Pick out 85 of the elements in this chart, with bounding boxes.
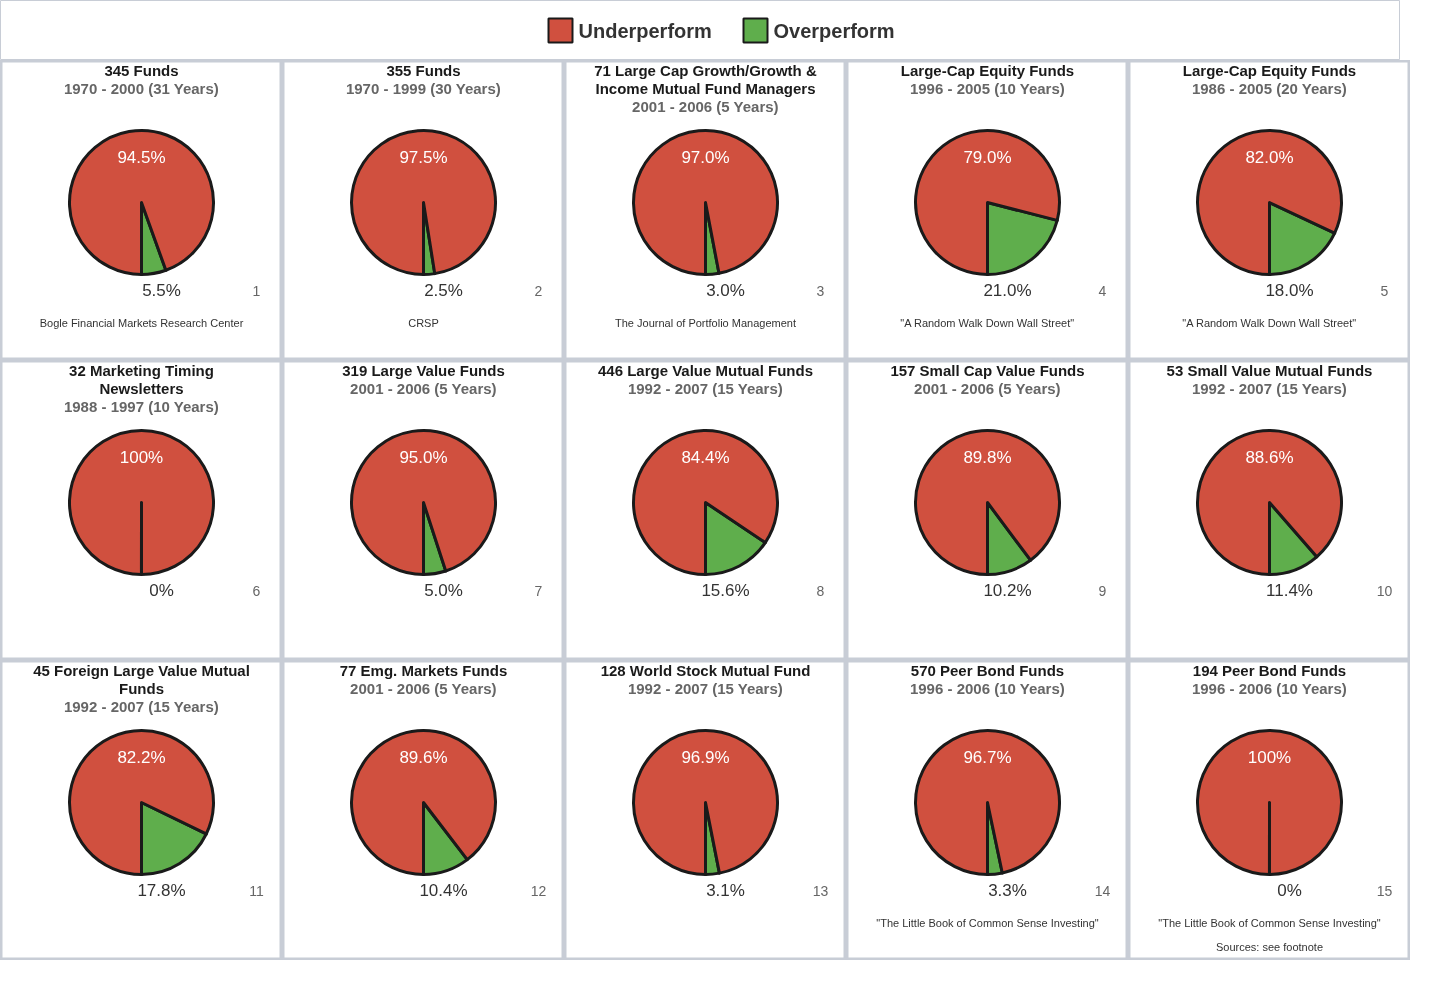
data-label: 18.0% xyxy=(1265,281,1314,300)
text: "A Random Walk Down Wall Street" xyxy=(900,316,1075,329)
chart-title: 446 Large Value Mutual Funds xyxy=(597,362,814,379)
data-label: 100% xyxy=(119,448,164,468)
data-label: 3.3% xyxy=(988,881,1027,900)
text: CRSP xyxy=(408,316,439,329)
chart-title: 128 World Stock Mutual Fund xyxy=(600,662,811,679)
text: 0% xyxy=(149,581,174,600)
chart-title: 71 Large Cap Growth/Growth & Income Mutual Fund Managers xyxy=(594,62,817,97)
chart-subtitle: 2001 - 2006 (5 Years) xyxy=(914,380,1061,397)
text: 3 xyxy=(816,282,825,299)
chart-subtitle: 1996 - 2006 (10 Years) xyxy=(1191,680,1347,697)
chart-subtitle: 1996 - 2005 (10 Years) xyxy=(909,80,1065,97)
text: 14 xyxy=(1094,882,1111,899)
text: 4 xyxy=(1098,282,1107,299)
chart-subtitle: 1992 - 2007 (15 Years) xyxy=(1191,380,1347,397)
text: 1970 - 2000 (31 Years) xyxy=(63,80,219,97)
data-label: 97.0% xyxy=(681,148,730,168)
data-label: 96.7% xyxy=(963,748,1012,768)
data-label: 96.9% xyxy=(681,748,730,768)
text: 13 xyxy=(812,882,829,899)
data-label: 89.6% xyxy=(399,748,448,768)
text: 0% xyxy=(1277,881,1302,900)
chart-subtitle: 2001 - 2006 (5 Years) xyxy=(350,680,497,697)
data-label: 5.5% xyxy=(142,281,181,300)
source-note: Sources: see footnote xyxy=(1215,940,1324,953)
data-label: 3.0% xyxy=(706,281,745,300)
text: "A Random Walk Down Wall Street" xyxy=(1182,316,1357,329)
chart-subtitle: 2001 - 2006 (5 Years) xyxy=(632,98,779,115)
text: 2 xyxy=(534,282,543,299)
chart-subtitle: 1992 - 2007 (15 Years) xyxy=(627,380,783,397)
chart-subtitle: 1988 - 1997 (10 Years) xyxy=(63,398,219,415)
data-label: 17.8% xyxy=(137,881,186,900)
chart-title: 157 Small Cap Value Funds xyxy=(890,362,1085,379)
text: 5 xyxy=(1380,282,1389,299)
text: 12 xyxy=(530,882,547,899)
text: The Journal of Portfolio Management xyxy=(615,316,797,329)
text: Bogle Financial Markets Research Center xyxy=(39,316,244,329)
chart-title: 32 Marketing Timing Newsletters xyxy=(69,362,214,397)
chart-title: Large-Cap Equity Funds xyxy=(900,62,1075,79)
legend-label: Overperform xyxy=(773,19,895,42)
chart-title: 194 Peer Bond Funds xyxy=(1192,662,1347,679)
data-label: 94.5% xyxy=(117,148,166,168)
data-label: 79.0% xyxy=(963,148,1012,168)
chart-title: 319 Large Value Funds xyxy=(342,362,505,379)
chart-subtitle: 1996 - 2006 (10 Years) xyxy=(909,680,1065,697)
chart-subtitle: 1992 - 2007 (15 Years) xyxy=(63,698,219,715)
legend-label: Underperform xyxy=(578,19,712,42)
text: 11 xyxy=(249,882,264,899)
chart-title: 45 Foreign Large Value Mutual Funds xyxy=(33,662,250,697)
chart-subtitle: 1992 - 2007 (15 Years) xyxy=(627,680,783,697)
chart-subtitle: 1970 - 1999 (30 Years) xyxy=(345,80,501,97)
data-label: 100% xyxy=(1247,748,1292,768)
data-label: 21.0% xyxy=(983,281,1032,300)
data-label: 10.2% xyxy=(983,581,1032,600)
chart-title: 570 Peer Bond Funds xyxy=(910,662,1065,679)
text: 345 Funds xyxy=(104,62,179,79)
data-label: 11.4% xyxy=(1266,581,1313,600)
data-label: 3.1% xyxy=(706,881,745,900)
data-label: 82.2% xyxy=(117,748,166,768)
text: 10 xyxy=(1376,582,1393,599)
chart-subtitle: 2001 - 2006 (5 Years) xyxy=(350,380,497,397)
data-label: 5.0% xyxy=(424,581,463,600)
text: 1 xyxy=(252,282,261,299)
data-label: 89.8% xyxy=(963,448,1012,468)
chart-title: Large-Cap Equity Funds xyxy=(1182,62,1357,79)
chart-title: 53 Small Value Mutual Funds xyxy=(1166,362,1373,379)
data-label: 15.6% xyxy=(701,581,750,600)
text: 6 xyxy=(252,582,261,599)
text: "The Little Book of Common Sense Investing" xyxy=(876,916,1099,929)
data-label: 82.0% xyxy=(1245,148,1294,168)
data-label: 95.0% xyxy=(399,448,448,468)
data-label: 10.4% xyxy=(419,881,468,900)
chart-title: 355 Funds xyxy=(386,62,461,79)
text: 7 xyxy=(534,582,543,599)
data-label: 97.5% xyxy=(399,148,448,168)
data-label: 88.6% xyxy=(1245,448,1294,468)
data-label: 84.4% xyxy=(681,448,730,468)
text: 15 xyxy=(1376,882,1393,899)
chart-title: 77 Emg. Markets Funds xyxy=(339,662,508,679)
text: 8 xyxy=(816,582,825,599)
data-label: 2.5% xyxy=(424,281,463,300)
chart-subtitle: 1986 - 2005 (20 Years) xyxy=(1191,80,1347,97)
text: "The Little Book of Common Sense Investing" xyxy=(1158,916,1381,929)
text: 9 xyxy=(1098,582,1107,599)
